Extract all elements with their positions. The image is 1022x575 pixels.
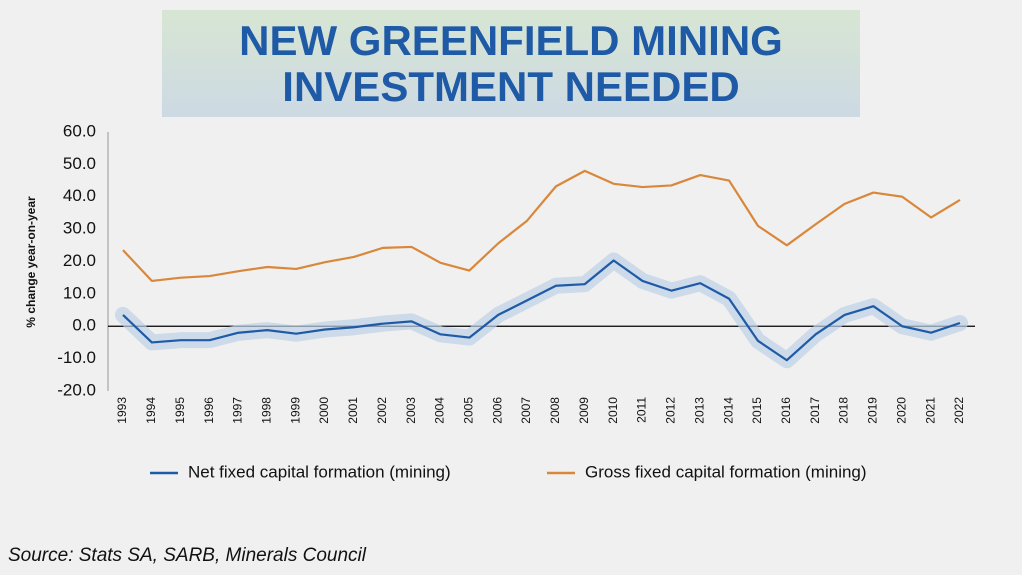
x-tick-label: 1993 <box>115 397 129 424</box>
x-tick-label: 1999 <box>288 397 302 424</box>
x-tick-label: 1997 <box>231 397 245 424</box>
y-tick-label: 60.0 <box>63 121 96 140</box>
y-tick-label: -10.0 <box>57 348 96 367</box>
x-tick-label: 1994 <box>144 397 158 424</box>
x-tick-label: 2021 <box>923 397 937 424</box>
x-tick-label: 2009 <box>577 397 591 424</box>
x-tick-label: 1996 <box>202 397 216 424</box>
x-tick-label: 2004 <box>433 397 447 424</box>
line <box>122 259 961 362</box>
x-tick-label: 1995 <box>173 397 187 424</box>
y-tick-label: 20.0 <box>63 251 96 270</box>
chart-title: NEW GREENFIELD MINING INVESTMENT NEEDED <box>239 16 783 110</box>
x-tick-label: 2017 <box>808 397 822 424</box>
line <box>122 169 961 283</box>
y-axis-label: % change year-on-year <box>24 196 38 328</box>
x-tick-label: 2006 <box>490 397 504 424</box>
line-glow <box>115 252 968 369</box>
y-tick-label: 50.0 <box>63 154 96 173</box>
y-tick-label: 0.0 <box>72 316 96 335</box>
y-tick-label: -20.0 <box>57 380 96 399</box>
source: Source: Stats SA, SARB, Minerals Council <box>8 545 367 566</box>
title-box: NEW GREENFIELD MINING INVESTMENT NEEDED <box>162 10 860 117</box>
x-tick-label: 2005 <box>462 397 476 424</box>
x-tick-label: 2000 <box>317 397 331 424</box>
x-tick-label: 2019 <box>866 397 880 424</box>
x-tick-label: 2013 <box>692 397 706 424</box>
x-tick-label: 2015 <box>750 397 764 424</box>
x-tick-label: 2016 <box>779 397 793 424</box>
x-tick-label: 2008 <box>548 397 562 424</box>
legend-label: Gross fixed capital formation (mining) <box>585 462 867 481</box>
y-tick-label: 40.0 <box>63 186 96 205</box>
x-tick-label: 2014 <box>721 397 735 424</box>
x-tick-label: 2018 <box>837 397 851 424</box>
x-tick-label: 2022 <box>952 397 966 424</box>
x-tick-label: 2003 <box>404 397 418 424</box>
x-tick-label: 2010 <box>606 397 620 424</box>
x-tick-label: 2011 <box>635 397 649 423</box>
x-tick-label: 2001 <box>346 397 360 424</box>
legend-label: Net fixed capital formation (mining) <box>188 462 451 481</box>
y-tick-label: 10.0 <box>63 283 96 302</box>
x-tick-label: 2020 <box>894 397 908 424</box>
x-tick-label: 2012 <box>664 397 678 424</box>
x-tick-label: 2007 <box>519 397 533 424</box>
x-tick-label: 1998 <box>259 397 273 424</box>
y-tick-label: 30.0 <box>63 219 96 238</box>
x-tick-label: 2002 <box>375 397 389 424</box>
